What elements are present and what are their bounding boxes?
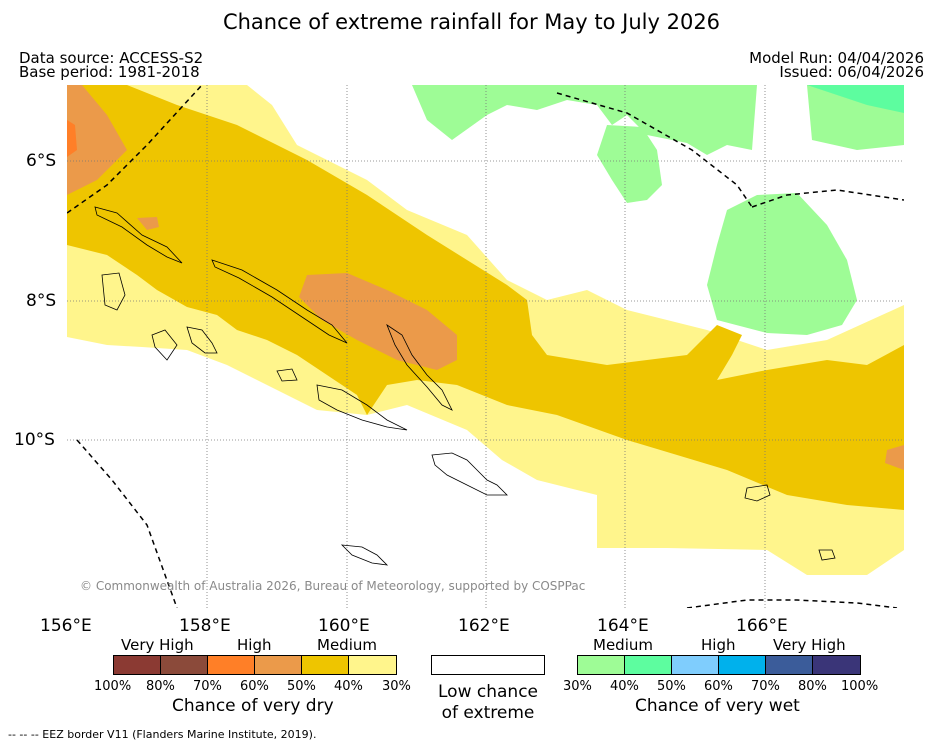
- eez-borders: [67, 85, 904, 608]
- lat-label-10s: 10°S: [14, 430, 55, 450]
- wet-category-very-high: Very High: [773, 636, 846, 654]
- dry-category-very-high: Very High: [121, 636, 194, 654]
- dry-category-high: High: [237, 636, 272, 654]
- lat-label-6s: 6°S: [26, 151, 57, 171]
- wet-category-medium: Medium: [593, 636, 653, 654]
- dry-category-medium: Medium: [317, 636, 377, 654]
- dry-high-region-2: [299, 273, 457, 370]
- wet-swatch-60-70: [718, 656, 766, 674]
- data-source-label: Data source: ACCESS-S2: [19, 49, 204, 67]
- wet-tick: 70%: [751, 679, 780, 694]
- low-chance-title-line1: Low chance: [438, 682, 538, 702]
- lon-label-166e: 166°E: [736, 616, 788, 636]
- dry-tick: 60%: [240, 679, 269, 694]
- wet-tick: 80%: [798, 679, 827, 694]
- wet-swatch-50-60: [671, 656, 719, 674]
- dry-high-region-4: [885, 445, 904, 470]
- dry-medium-region: [67, 85, 904, 510]
- dry-tick: 50%: [287, 679, 316, 694]
- map-title: Chance of extreme rainfall for May to Ju…: [222, 10, 721, 34]
- low-chance-title-line2: of extreme: [441, 703, 535, 723]
- lon-label-156e: 156°E: [40, 616, 92, 636]
- map-copyright: © Commonwealth of Australia 2026, Bureau…: [80, 579, 585, 593]
- dry-swatch-100-80: [114, 656, 161, 674]
- wet-tick: 50%: [657, 679, 686, 694]
- wet-swatch-70-80: [765, 656, 813, 674]
- lon-label-164e: 164°E: [597, 616, 649, 636]
- dry-tick: 40%: [334, 679, 363, 694]
- wet-swatch-80-100: [812, 656, 860, 674]
- issued-label: Issued: 06/04/2026: [779, 63, 924, 81]
- dry-tick: 80%: [146, 679, 175, 694]
- graticule: [67, 85, 904, 608]
- wet-tick: 30%: [563, 679, 592, 694]
- lon-label-162e: 162°E: [458, 616, 510, 636]
- wet-category-high: High: [701, 636, 736, 654]
- lon-label-158e: 158°E: [179, 616, 231, 636]
- dry-swatch-80-70: [160, 656, 208, 674]
- map-canvas: © Commonwealth of Australia 2026, Bureau…: [67, 85, 904, 608]
- wet-tick: 100%: [841, 679, 879, 694]
- base-period-label: Base period: 1981-2018: [19, 63, 200, 81]
- rainfall-map: © Commonwealth of Australia 2026, Bureau…: [67, 85, 904, 608]
- wet-medium-region-2: [597, 125, 662, 203]
- dry-tick: 70%: [193, 679, 222, 694]
- model-run-label: Model Run: 04/04/2026: [749, 49, 924, 67]
- dry-high-region-1: [67, 85, 127, 195]
- wet-medium-region-1: [412, 85, 757, 155]
- dry-high-region-3: [137, 217, 159, 230]
- dry-tick: 100%: [94, 679, 132, 694]
- lat-label-8s: 8°S: [26, 291, 57, 311]
- eez-footnote: -- -- -- EEZ border V11 (Flanders Marine…: [8, 728, 317, 741]
- low-chance-swatch: [431, 655, 545, 675]
- island-outlines: [94, 206, 836, 566]
- wet-swatch-40-50: [624, 656, 672, 674]
- wet-swatch-30-40: [578, 656, 625, 674]
- dry-high-region-5: [67, 120, 77, 157]
- dry-swatch-50-40: [301, 656, 349, 674]
- wet-colorbar-title: Chance of very wet: [635, 696, 800, 716]
- dry-swatch-60-50: [254, 656, 302, 674]
- lon-label-160e: 160°E: [318, 616, 370, 636]
- dry-colorbar: [113, 655, 397, 675]
- dry-swatch-70-60: [207, 656, 255, 674]
- wet-medium-region-4: [707, 193, 857, 335]
- wet-tick: 40%: [610, 679, 639, 694]
- wet-tick: 60%: [704, 679, 733, 694]
- dry-tick: 30%: [382, 679, 411, 694]
- dry-swatch-40-30: [348, 656, 396, 674]
- wet-medium-region-5: [807, 85, 904, 113]
- wet-colorbar: [577, 655, 861, 675]
- dry-colorbar-title: Chance of very dry: [172, 696, 334, 716]
